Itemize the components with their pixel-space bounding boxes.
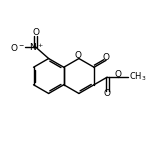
Text: O$^-$: O$^-$ bbox=[10, 42, 25, 53]
Text: O: O bbox=[32, 28, 39, 38]
Text: N$^+$: N$^+$ bbox=[29, 41, 43, 53]
Text: O: O bbox=[104, 89, 111, 98]
Text: O: O bbox=[103, 53, 110, 62]
Text: O: O bbox=[114, 70, 121, 79]
Text: CH$_3$: CH$_3$ bbox=[129, 71, 147, 83]
Text: O: O bbox=[75, 51, 82, 60]
